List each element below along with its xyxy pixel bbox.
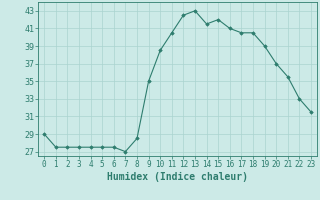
X-axis label: Humidex (Indice chaleur): Humidex (Indice chaleur) [107,172,248,182]
